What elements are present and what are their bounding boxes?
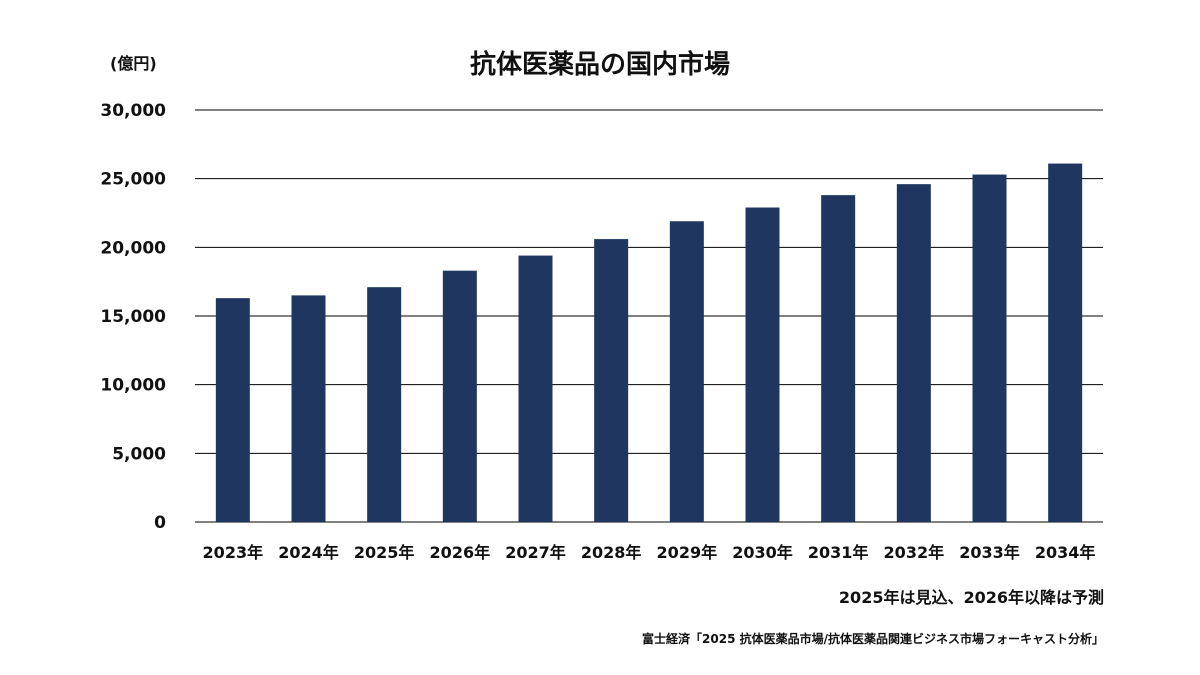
y-tick-label: 30,000 <box>100 101 166 121</box>
x-tick-label: 2030年 <box>732 543 793 562</box>
x-tick-labels: 2023年 2024年 2025年 2026年 2027年 2028年 2029年 2030年… <box>203 543 1096 562</box>
x-tick-label: 2025年 <box>354 543 415 562</box>
bar <box>518 255 553 522</box>
y-tick-label: 5,000 <box>112 444 166 464</box>
y-tick-label: 20,000 <box>100 238 166 258</box>
bar <box>972 174 1007 522</box>
bar <box>821 195 856 522</box>
gridlines <box>195 109 1103 523</box>
bar <box>442 270 477 522</box>
y-axis-unit: (億円) <box>110 54 157 73</box>
source-credit: 富士経済「2025 抗体医薬品市場/抗体医薬品関連ビジネス市場フォーキャスト分析… <box>642 632 1104 646</box>
chart-title: 抗体医薬品の国内市場 <box>469 50 730 80</box>
forecast-note: 2025年は見込、2026年以降は予測 <box>838 588 1104 607</box>
x-tick-label: 2031年 <box>808 543 869 562</box>
y-tick-label: 15,000 <box>100 307 166 327</box>
x-tick-label: 2027年 <box>505 543 566 562</box>
bars <box>215 163 1083 523</box>
x-tick-label: 2026年 <box>430 543 491 562</box>
bar <box>669 221 704 523</box>
x-tick-label: 2029年 <box>657 543 718 562</box>
x-tick-label: 2032年 <box>884 543 945 562</box>
y-tick-label: 10,000 <box>100 376 166 396</box>
bar <box>1048 163 1083 522</box>
y-tick-labels: 0 5,000 10,000 15,000 20,000 25,000 30,000 <box>100 101 166 533</box>
bar <box>896 184 931 522</box>
x-tick-label: 2028年 <box>581 543 642 562</box>
bar <box>745 207 780 523</box>
bar <box>291 295 326 522</box>
bar <box>367 287 402 522</box>
x-tick-label: 2023年 <box>203 543 264 562</box>
y-tick-label: 0 <box>154 513 166 533</box>
x-tick-label: 2034年 <box>1035 543 1096 562</box>
bar <box>215 298 250 522</box>
x-tick-label: 2024年 <box>278 543 339 562</box>
bar <box>594 239 629 523</box>
y-tick-label: 25,000 <box>100 170 166 190</box>
x-tick-label: 2033年 <box>959 543 1020 562</box>
